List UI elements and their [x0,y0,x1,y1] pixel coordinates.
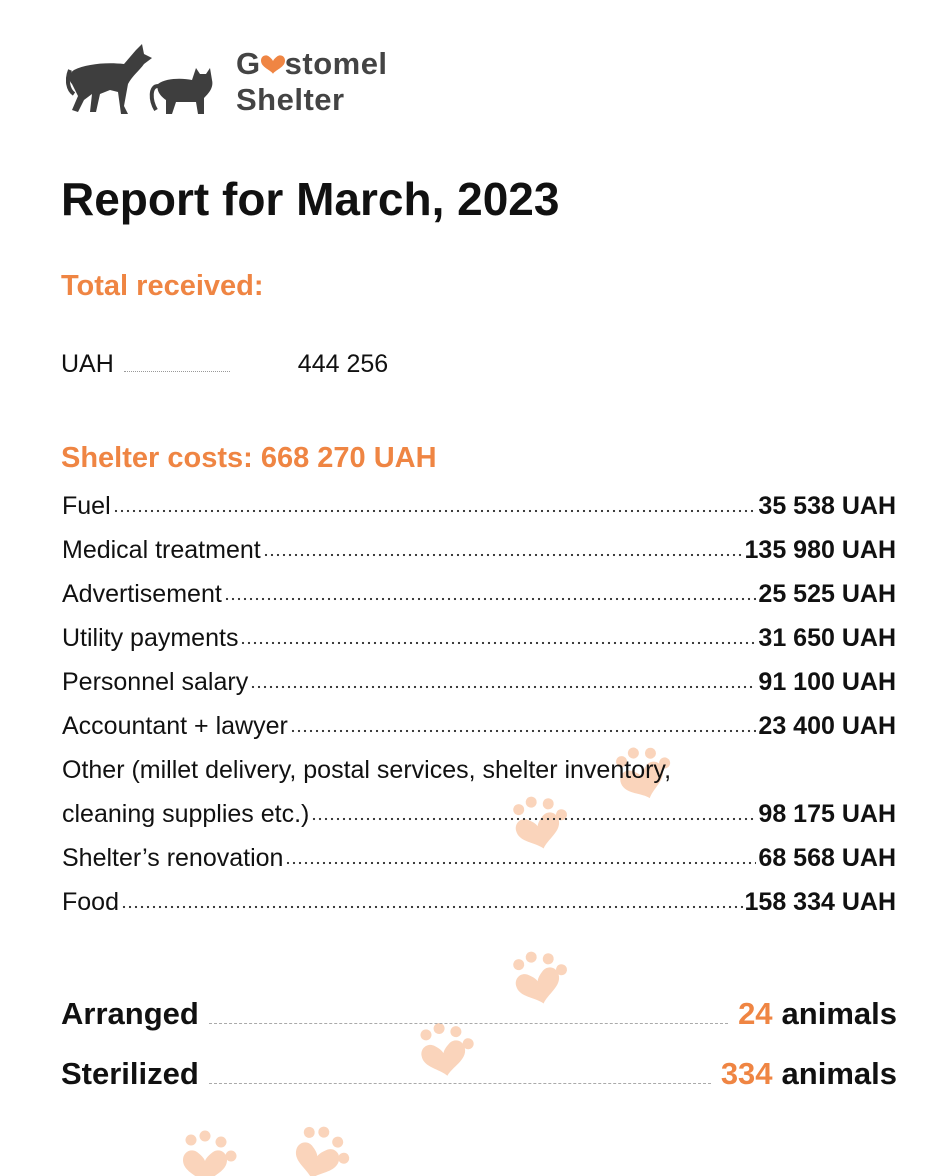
total-received-row: UAH 444 256 [61,350,388,379]
stat-label: Sterilized [61,1056,199,1091]
cost-row: Personnel salary 91 100 UAH [62,668,896,712]
leader [240,640,757,646]
leader [208,1063,711,1084]
leader [250,684,757,690]
cost-amount: 23 400 UAH [758,712,896,740]
logo-text-line2: Shelter [236,82,345,117]
cost-amount: 135 980 UAH [744,536,896,564]
leader [311,816,757,822]
logo-text-start: G [236,46,261,81]
cost-amount: 25 525 UAH [758,580,896,608]
cost-label: Accountant + lawyer [62,712,288,740]
leader [120,904,743,910]
cost-list: Fuel 35 538 UAH Medical treatment 135 980 U… [62,492,896,932]
amount: 444 256 [297,350,389,378]
stat-number: 334 [720,1056,773,1091]
cost-label: Advertisement [62,580,222,608]
cost-row: Utility payments 31 650 UAH [62,624,896,668]
leader [223,596,757,602]
cost-row: Food 158 334 UAH [62,888,896,932]
logo-heart [260,55,285,74]
cost-label: Personnel salary [62,668,249,696]
total-received-heading: Total received: [61,270,264,302]
stat-row: Sterilized 334 animals [61,1056,897,1092]
leader [208,1003,729,1024]
cost-row: Shelter’s renovation 68 568 UAH [62,844,896,888]
cost-row: Accountant + lawyer 23 400 UAH [62,712,896,756]
leader [112,508,757,514]
leader [262,552,743,558]
cost-amount: 68 568 UAH [758,844,896,872]
stat-unit: animals [781,996,897,1031]
logo-animals [66,44,213,114]
cost-row: Advertisement 25 525 UAH [62,580,896,624]
cost-label: Food [62,888,119,916]
cost-amount: 35 538 UAH [758,492,896,520]
cost-label: Utility payments [62,624,239,652]
logo-text-end: stomel [284,46,388,81]
cost-row: Fuel 35 538 UAH [62,492,896,536]
stat-label: Arranged [61,996,199,1031]
cost-amount: 158 334 UAH [744,888,896,916]
report-title: Report for March, 2023 [61,173,560,225]
leader [285,860,757,866]
shelter-costs-heading: Shelter costs: 668 270 UAH [61,442,437,474]
cost-row: Medical treatment 135 980 UAH [62,536,896,580]
cost-amount: 98 175 UAH [758,800,896,828]
cost-label: Shelter’s renovation [62,844,284,872]
stat-number: 24 [738,996,773,1031]
cost-label: Medical treatment [62,536,261,564]
currency: UAH [61,350,114,378]
leader [289,728,757,734]
cost-label: cleaning supplies etc.) [62,800,310,828]
cost-label: Other (millet delivery, postal services,… [62,756,672,784]
cost-label: Fuel [62,492,111,520]
leader [123,353,230,372]
cost-row: Other (millet delivery, postal services,… [62,756,896,800]
stat-row: Arranged 24 animals [61,996,897,1032]
cost-amount: 91 100 UAH [758,668,896,696]
cost-row: cleaning supplies etc.) 98 175 UAH [62,800,896,844]
stat-unit: animals [781,1056,897,1091]
cost-amount: 31 650 UAH [758,624,896,652]
